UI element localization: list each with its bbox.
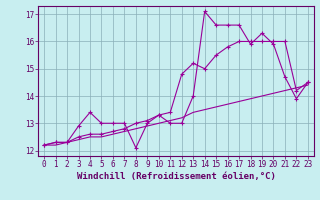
X-axis label: Windchill (Refroidissement éolien,°C): Windchill (Refroidissement éolien,°C) (76, 172, 276, 181)
